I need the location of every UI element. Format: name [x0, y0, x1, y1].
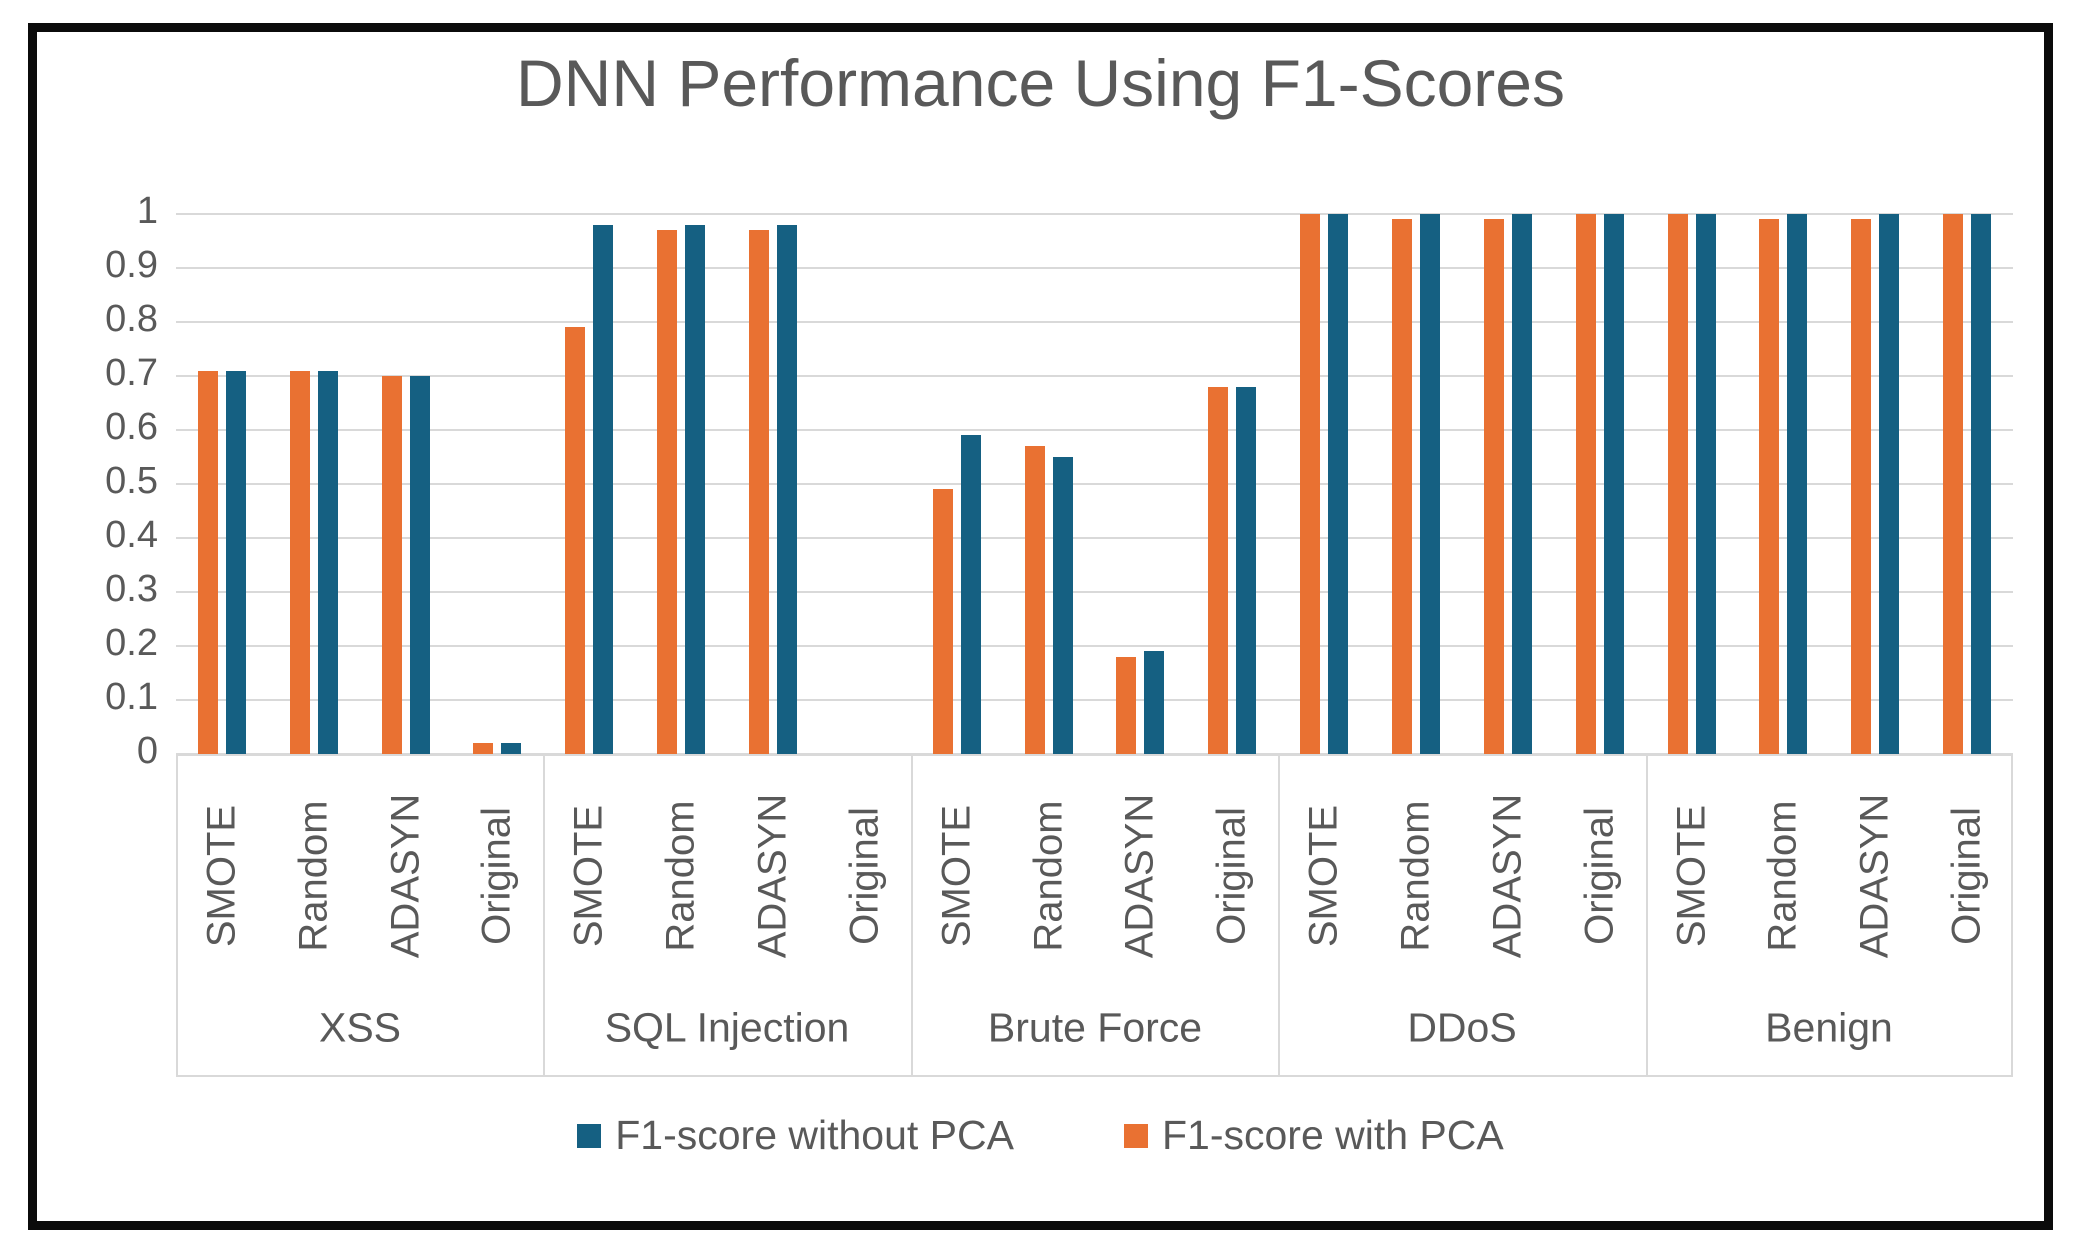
- x-group-label-ddos: DDoS: [1407, 1004, 1517, 1051]
- y-tick-label: 0.9: [105, 244, 158, 286]
- x-subgroup-label-benign-smote: SMOTE: [1669, 804, 1714, 948]
- x-subgroup-label-ddos-original: Original: [1577, 807, 1622, 945]
- x-subgroup-label-brute-force-smote: SMOTE: [934, 804, 979, 948]
- bar-xss-random-f1-score-without-pca: [318, 371, 338, 754]
- x-axis-label-box: [176, 754, 2013, 1077]
- gridline: [176, 537, 2013, 539]
- legend: F1-score without PCA F1-score with PCA: [0, 1112, 2081, 1159]
- bar-benign-random-f1-score-with-pca: [1759, 219, 1779, 754]
- legend-swatch-f1-score-without-pca: [577, 1123, 602, 1148]
- gridline: [176, 483, 2013, 485]
- legend-label: F1-score without PCA: [615, 1112, 1014, 1158]
- y-tick-label: 0.2: [105, 622, 158, 664]
- x-subgroup-label-sql-injection-smote: SMOTE: [566, 804, 611, 948]
- x-subgroup-label-xss-original: Original: [474, 807, 519, 945]
- bar-benign-original-f1-score-without-pca: [1971, 214, 1991, 754]
- bar-sql-injection-random-f1-score-with-pca: [657, 230, 677, 754]
- chart-title: DNN Performance Using F1-Scores: [516, 46, 1565, 120]
- bar-brute-force-adasyn-f1-score-without-pca: [1144, 651, 1164, 754]
- x-group-label-xss: XSS: [318, 1004, 402, 1051]
- bar-brute-force-smote-f1-score-without-pca: [961, 435, 981, 754]
- x-subgroup-label-brute-force-original: Original: [1209, 807, 1254, 945]
- bar-sql-injection-adasyn-f1-score-with-pca: [749, 230, 769, 754]
- bar-ddos-smote-f1-score-with-pca: [1300, 214, 1320, 754]
- x-subgroup-label-brute-force-random: Random: [1026, 800, 1071, 952]
- x-subgroup-label-brute-force-adasyn: ADASYN: [1117, 793, 1162, 959]
- bar-brute-force-adasyn-f1-score-with-pca: [1116, 657, 1136, 754]
- bar-xss-original-f1-score-with-pca: [473, 743, 493, 754]
- bar-ddos-random-f1-score-without-pca: [1420, 214, 1440, 754]
- gridline: [176, 699, 2013, 701]
- gridline: [176, 267, 2013, 269]
- bar-sql-injection-adasyn-f1-score-without-pca: [777, 225, 797, 754]
- bar-brute-force-smote-f1-score-with-pca: [933, 489, 953, 754]
- legend-label: F1-score with PCA: [1161, 1112, 1504, 1158]
- x-subgroup-label-benign-random: Random: [1760, 800, 1805, 952]
- bar-benign-smote-f1-score-with-pca: [1668, 214, 1688, 754]
- x-subgroup-label-benign-adasyn: ADASYN: [1852, 793, 1897, 959]
- bar-sql-injection-random-f1-score-without-pca: [685, 225, 705, 754]
- bar-benign-adasyn-f1-score-without-pca: [1879, 214, 1899, 754]
- x-group-label-brute-force: Brute Force: [987, 1004, 1203, 1051]
- gridline: [176, 321, 2013, 323]
- bar-ddos-random-f1-score-with-pca: [1392, 219, 1412, 754]
- bar-sql-injection-smote-f1-score-without-pca: [593, 225, 613, 754]
- gridline: [176, 429, 2013, 431]
- group-separator: [1278, 754, 1280, 1077]
- bar-xss-adasyn-f1-score-with-pca: [382, 376, 402, 754]
- bar-benign-adasyn-f1-score-with-pca: [1851, 219, 1871, 754]
- bar-brute-force-random-f1-score-with-pca: [1025, 446, 1045, 754]
- y-tick-label: 0.4: [105, 514, 158, 556]
- bar-brute-force-original-f1-score-without-pca: [1236, 387, 1256, 754]
- y-tick-label: 0.3: [105, 568, 158, 610]
- legend-item-f1-score-without-pca: F1-score without PCA: [577, 1112, 1014, 1159]
- legend-item-f1-score-with-pca: F1-score with PCA: [1123, 1112, 1504, 1159]
- x-group-label-benign: Benign: [1765, 1004, 1893, 1051]
- x-subgroup-label-xss-adasyn: ADASYN: [383, 793, 428, 959]
- bar-brute-force-original-f1-score-with-pca: [1208, 387, 1228, 754]
- y-tick-label: 0.1: [105, 676, 158, 718]
- x-subgroup-label-sql-injection-adasyn: ADASYN: [750, 793, 795, 959]
- bar-brute-force-random-f1-score-without-pca: [1053, 457, 1073, 754]
- bar-ddos-adasyn-f1-score-without-pca: [1512, 214, 1532, 754]
- x-subgroup-label-sql-injection-random: Random: [658, 800, 703, 952]
- bar-sql-injection-smote-f1-score-with-pca: [565, 327, 585, 754]
- legend-swatch-f1-score-with-pca: [1123, 1123, 1148, 1148]
- y-tick-label: 0.7: [105, 352, 158, 394]
- y-tick-label: 1: [136, 190, 158, 232]
- bar-xss-original-f1-score-without-pca: [501, 743, 521, 754]
- bar-xss-smote-f1-score-with-pca: [198, 371, 218, 754]
- bar-ddos-adasyn-f1-score-with-pca: [1484, 219, 1504, 754]
- x-subgroup-label-xss-smote: SMOTE: [199, 804, 244, 948]
- gridline: [176, 591, 2013, 593]
- group-separator: [1646, 754, 1648, 1077]
- x-subgroup-label-ddos-smote: SMOTE: [1301, 804, 1346, 948]
- y-tick-label: 0.5: [105, 460, 158, 502]
- x-subgroup-label-ddos-random: Random: [1393, 800, 1438, 952]
- group-separator: [543, 754, 545, 1077]
- bar-ddos-original-f1-score-without-pca: [1604, 214, 1624, 754]
- bar-benign-smote-f1-score-without-pca: [1696, 214, 1716, 754]
- y-tick-label: 0: [136, 730, 158, 772]
- bar-benign-random-f1-score-without-pca: [1787, 214, 1807, 754]
- bar-ddos-smote-f1-score-without-pca: [1328, 214, 1348, 754]
- gridline: [176, 375, 2013, 377]
- group-separator: [911, 754, 913, 1077]
- gridline: [176, 645, 2013, 647]
- x-group-label-sql-injection: SQL Injection: [604, 1004, 850, 1051]
- y-tick-label: 0.6: [105, 406, 158, 448]
- bar-xss-adasyn-f1-score-without-pca: [410, 376, 430, 754]
- y-tick-label: 0.8: [105, 298, 158, 340]
- bar-xss-random-f1-score-with-pca: [290, 371, 310, 754]
- gridline: [176, 213, 2013, 215]
- x-subgroup-label-ddos-adasyn: ADASYN: [1485, 793, 1530, 959]
- x-subgroup-label-sql-injection-original: Original: [842, 807, 887, 945]
- bar-benign-original-f1-score-with-pca: [1943, 214, 1963, 754]
- bar-ddos-original-f1-score-with-pca: [1576, 214, 1596, 754]
- bar-xss-smote-f1-score-without-pca: [226, 371, 246, 754]
- x-subgroup-label-benign-original: Original: [1944, 807, 1989, 945]
- x-subgroup-label-xss-random: Random: [291, 800, 336, 952]
